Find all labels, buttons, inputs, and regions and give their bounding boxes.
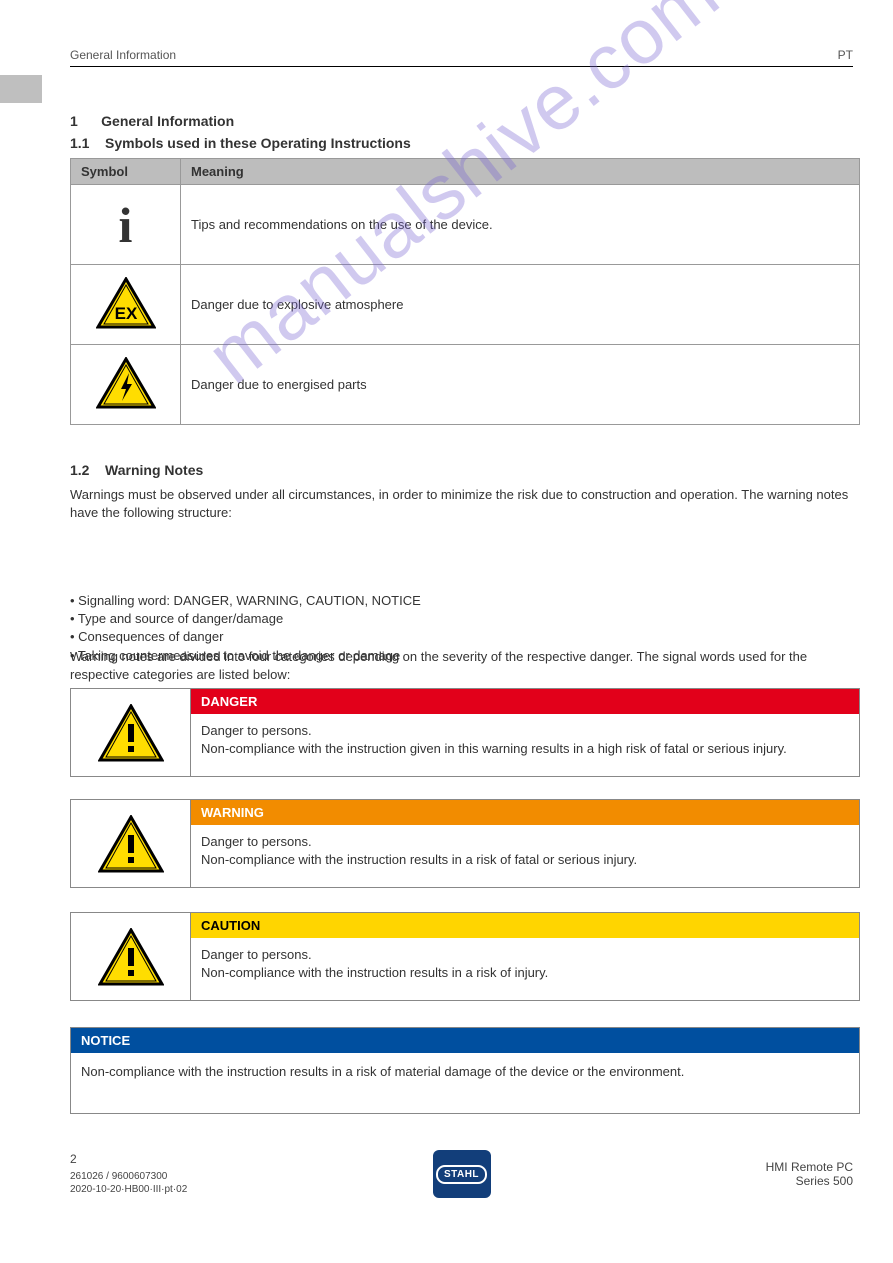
danger-block: DANGER Danger to persons. Non-compliance… [70,688,860,777]
svg-text:EX: EX [114,304,137,323]
table-row: EX Danger due to explosive atmosphere [71,265,860,345]
caution-text: Danger to persons. Non-compliance with t… [191,938,859,1000]
ex-icon-cell: EX [71,265,181,345]
info-icon: i [119,197,133,253]
page-header: General Information PT [70,48,853,62]
section-1-num: 1 [70,113,78,129]
stahl-logo-text: STAHL [436,1165,487,1184]
header-rule [70,66,853,67]
section-1-2-heading: 1.2 Warning Notes [70,462,203,478]
page-number: 2 [70,1152,230,1168]
table-header-row: Symbol Meaning [71,159,860,185]
volt-icon-cell [71,345,181,425]
caution-icon-cell [71,913,191,1000]
danger-title: DANGER [191,689,859,714]
warning-triangle-icon [98,704,164,762]
warn-intro-p1: Warnings must be observed under all circ… [70,486,853,522]
warning-triangle-icon [98,815,164,873]
page-tab-marker [0,75,42,103]
section-1-title: General Information [101,113,234,129]
stahl-logo: STAHL [433,1150,491,1198]
volt-text: Danger due to energised parts [181,345,860,425]
section-1-1-heading: 1.1 Symbols used in these Operating Inst… [70,135,411,151]
warning-icon-cell [71,800,191,887]
notice-title: NOTICE [71,1028,859,1053]
section-1-2-num: 1.2 [70,462,89,478]
warning-block: WARNING Danger to persons. Non-complianc… [70,799,860,888]
caution-title: CAUTION [191,913,859,938]
ex-text: Danger due to explosive atmosphere [181,265,860,345]
section-1-1-title: Symbols used in these Operating Instruct… [105,135,411,151]
section-1-1-num: 1.1 [70,135,89,151]
danger-text: Danger to persons. Non-compliance with t… [191,714,859,776]
explosion-hazard-icon: EX [96,277,156,329]
table-row: Danger due to energised parts [71,345,860,425]
warning-title: WARNING [191,800,859,825]
notice-block: NOTICE Non-compliance with the instructi… [70,1027,860,1114]
footer-left: 2 261026 / 9600607300 2020-10-20·HB00·II… [70,1152,230,1196]
info-text: Tips and recommendations on the use of t… [181,185,860,265]
col-meaning: Meaning [181,159,860,185]
footer-doc-id: 261026 / 9600607300 2020-10-20·HB00·III·… [70,1170,230,1196]
danger-icon-cell [71,689,191,776]
footer-center: STAHL [433,1150,491,1198]
footer-right: HMI Remote PC Series 500 [693,1160,853,1188]
electrical-hazard-icon [96,357,156,409]
table-row: i Tips and recommendations on the use of… [71,185,860,265]
section-1-2-title: Warning Notes [105,462,203,478]
caution-block: CAUTION Danger to persons. Non-complianc… [70,912,860,1001]
header-left: General Information [70,48,176,62]
warning-text: Danger to persons. Non-compliance with t… [191,825,859,887]
info-icon-cell: i [71,185,181,265]
section-1-heading: 1 General Information [70,113,234,129]
notice-text: Non-compliance with the instruction resu… [71,1053,859,1113]
header-right: PT [838,48,853,62]
symbols-table: Symbol Meaning i Tips and recommendation… [70,158,860,425]
warning-triangle-icon [98,928,164,986]
col-symbol: Symbol [71,159,181,185]
warn-intro-p2: Warning notes are divided into four cate… [70,648,853,684]
page-footer: 2 261026 / 9600607300 2020-10-20·HB00·II… [70,1150,853,1198]
